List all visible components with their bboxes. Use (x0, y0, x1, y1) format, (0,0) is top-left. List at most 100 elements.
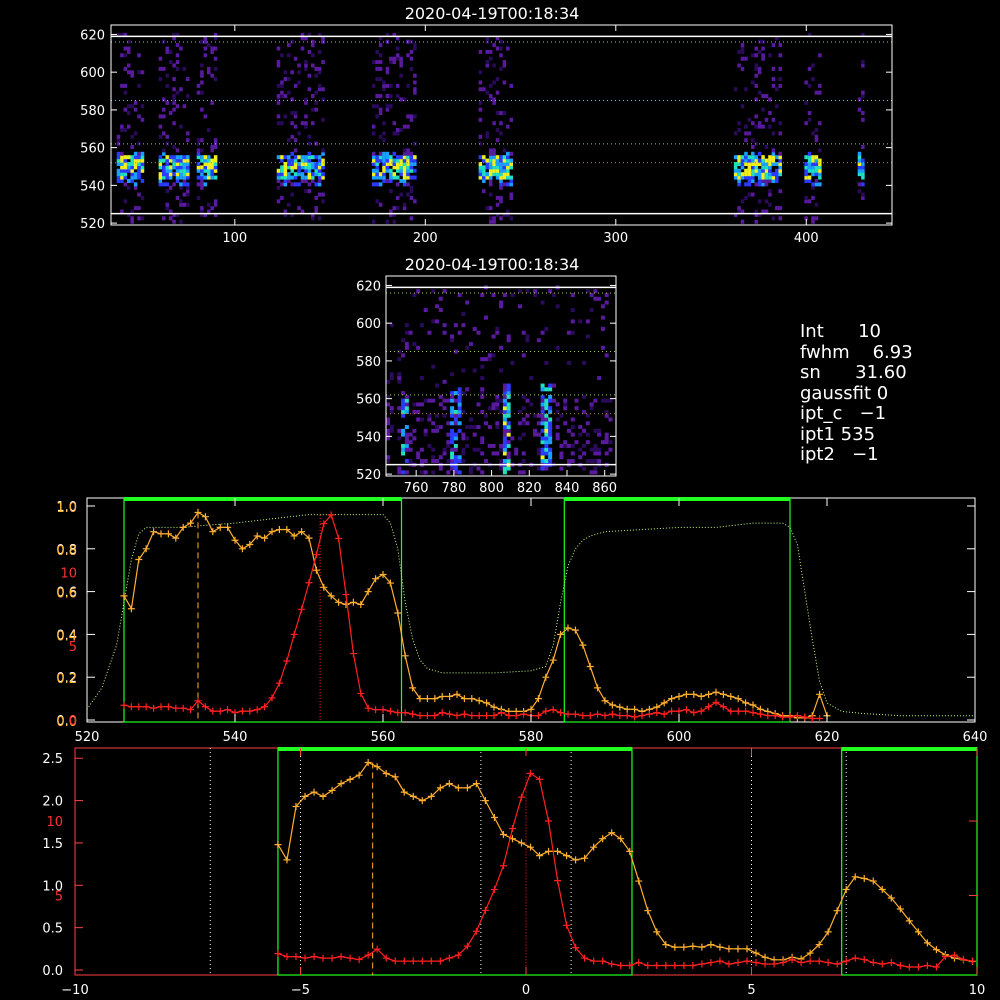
x-tick-label: 820 (517, 481, 542, 496)
red-point (779, 959, 787, 967)
heatmap-cell (540, 417, 545, 422)
heatmap-cell (778, 83, 782, 88)
heatmap-cell (495, 406, 500, 411)
heatmap-cell (574, 406, 579, 411)
heatmap-cell (548, 421, 553, 426)
heatmap-cell (207, 172, 211, 177)
filter-window (841, 747, 978, 976)
heatmap-cell (737, 121, 741, 126)
heatmap-cell (566, 360, 571, 365)
heatmap-cell (287, 158, 291, 163)
heatmap-cell (290, 111, 294, 116)
heatmap-cell (412, 428, 417, 433)
yellow-point (475, 697, 483, 705)
heatmap-cell (811, 63, 815, 68)
heatmap-cell (200, 178, 204, 183)
heatmap-cell (468, 470, 473, 475)
heatmap-cell (200, 209, 204, 214)
yellow-point (342, 600, 350, 608)
heatmap-cell (499, 66, 503, 71)
heatmap-cell (778, 53, 782, 58)
heatmap-cell (123, 199, 128, 204)
heatmap-cell (283, 175, 288, 180)
heatmap-cell (442, 406, 447, 411)
heatmap-cell (287, 77, 291, 82)
heatmap-cell (536, 447, 541, 452)
heatmap-cell (386, 428, 390, 433)
heatmap-cell (499, 158, 503, 163)
heatmap-cell (287, 172, 291, 177)
red-point (246, 707, 254, 715)
heatmap-cell (321, 165, 325, 170)
yellow-point (172, 534, 180, 542)
heatmap-cell (450, 447, 455, 452)
heatmap-cell (196, 141, 201, 146)
heatmap-cell (861, 158, 865, 163)
heatmap-cell (525, 421, 530, 426)
heatmap-cell (210, 175, 214, 180)
heatmap-cell (130, 216, 134, 221)
heatmap-cell (861, 60, 865, 65)
red-point (660, 710, 668, 718)
heatmap-cell (413, 161, 417, 166)
heatmap-cell (413, 155, 417, 160)
heatmap-cell (733, 175, 738, 180)
heatmap-cell (861, 175, 865, 180)
heatmap-cell (600, 398, 605, 403)
heatmap-cell (768, 165, 772, 170)
heatmap-cell (506, 46, 510, 51)
heatmap-cell (389, 372, 394, 377)
heatmap-cell (775, 155, 779, 160)
heatmap-cell (502, 168, 507, 173)
heatmap-cell (814, 158, 819, 163)
red-point (761, 960, 769, 968)
red-point (801, 713, 809, 721)
heatmap-cell (300, 209, 305, 214)
heatmap-cell (395, 155, 400, 160)
heatmap-cell (416, 451, 421, 456)
heatmap-cell (747, 182, 752, 187)
heatmap-cell (492, 121, 496, 126)
heatmap-cell (317, 83, 322, 88)
red-point (797, 959, 805, 967)
red-point (520, 710, 528, 718)
heatmap-cell (509, 175, 514, 180)
heatmap-cell (158, 158, 163, 163)
heatmap-cell (744, 182, 748, 187)
heatmap-cell (804, 172, 808, 177)
heatmap-cell (395, 83, 400, 88)
red-point (617, 962, 625, 970)
heatmap-cell (506, 155, 510, 160)
red-point (914, 963, 922, 971)
heatmap-cell (544, 326, 549, 331)
heatmap-cell (182, 172, 187, 177)
heatmap-cell (478, 172, 483, 177)
heatmap-cell (492, 97, 496, 102)
heatmap-cell (371, 219, 376, 224)
heatmap-cell (378, 60, 383, 65)
heatmap-cell (307, 134, 312, 139)
heatmap-cell (737, 182, 741, 187)
heatmap-cell (293, 83, 298, 88)
heatmap-cell (814, 90, 819, 95)
heatmap-cell (158, 114, 163, 119)
heatmap-cell (478, 70, 483, 75)
heatmap-cell (375, 94, 379, 99)
heatmap-cell (485, 134, 489, 139)
heatmap-cell (386, 402, 390, 407)
heatmap-cell (371, 104, 376, 109)
heatmap-cell (165, 49, 169, 54)
heatmap-cell (123, 107, 128, 112)
heatmap-cell (402, 148, 407, 153)
heatmap-cell (517, 409, 522, 414)
heatmap-cell (276, 114, 281, 119)
red-point (719, 703, 727, 711)
red-point (608, 960, 616, 968)
heatmap-cell (757, 168, 762, 173)
yellow-point (594, 684, 602, 692)
heatmap-cell (804, 161, 808, 166)
heatmap-cell (293, 111, 298, 116)
heatmap-cell (488, 56, 493, 61)
heatmap-cell (814, 216, 819, 221)
heatmap-cell (280, 165, 284, 170)
